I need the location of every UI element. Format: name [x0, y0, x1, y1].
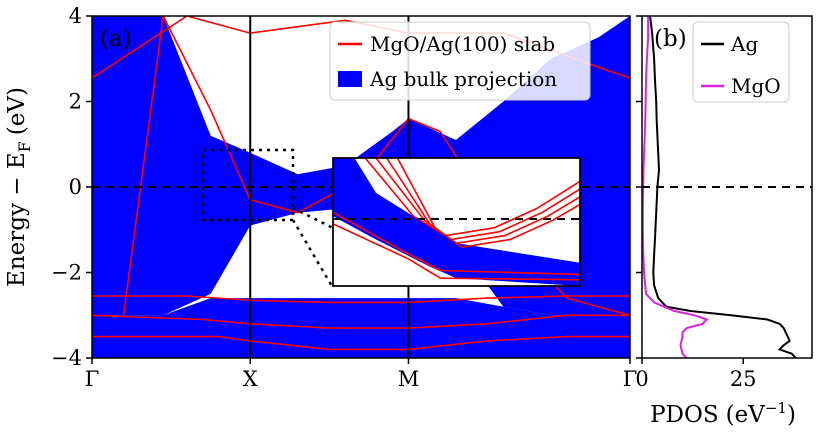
panel-b-legend: Ag MgO	[692, 21, 790, 103]
zoom-connector-bottom	[291, 219, 335, 289]
panel-b-pdos: 0 25 (b) PDOS (eV−1) Ag MgO	[635, 15, 813, 428]
inset-slab-band-3	[396, 158, 580, 249]
legend-bulk-patch	[338, 71, 362, 87]
inset-slab-band-2	[386, 158, 580, 245]
pdos-curve-mgo	[642, 16, 709, 358]
xtick-label-0: Γ	[85, 367, 100, 391]
xtick-label-3: Γ	[623, 367, 638, 391]
y-axis-label: Energy − EF(eV)	[4, 87, 34, 287]
inset-bulk-region	[333, 158, 580, 286]
slab-band-4	[92, 335, 630, 351]
legend-slab-label: MgO/Ag(100) slab	[370, 32, 555, 56]
slab-band-3	[92, 314, 630, 329]
pdos-xtick-label-0: 0	[635, 367, 648, 391]
legend-bulk-label: Ag bulk projection	[369, 67, 557, 91]
inset-zoom	[332, 157, 581, 287]
ytick-label-4: 4	[69, 4, 82, 28]
xtick-label-2: M	[398, 367, 420, 391]
ytick-label-2: 0	[69, 175, 82, 199]
xtick-label-1: X	[243, 367, 258, 391]
inset-slab-band-4	[333, 211, 580, 276]
inset-slab-band-5	[333, 223, 580, 281]
panel-a-label: (a)	[100, 26, 132, 52]
ytick-label-1: −2	[51, 261, 82, 285]
legend-mgo-label: MgO	[731, 74, 781, 98]
slab-band-2	[92, 295, 630, 304]
inset-slab-band-0	[364, 158, 580, 237]
inset-slab-band-1	[375, 158, 580, 241]
ytick-label-3: 2	[69, 90, 82, 114]
panel-b-label: (b)	[654, 26, 687, 52]
legend-ag-label: Ag	[730, 32, 758, 56]
pdos-curve-ag	[649, 16, 797, 358]
x-axis-label-pdos: PDOS (eV−1)	[650, 399, 796, 428]
panel-a-band-structure: −4 −2 0 2 4 Γ X M Γ (a) Energy − EF(eV) MgO/Ag(…	[4, 4, 637, 391]
pdos-xtick-label-1: 25	[730, 367, 757, 391]
ytick-label-0: −4	[51, 346, 82, 370]
panel-a-legend: MgO/Ag(100) slab Ag bulk projection	[329, 21, 591, 101]
